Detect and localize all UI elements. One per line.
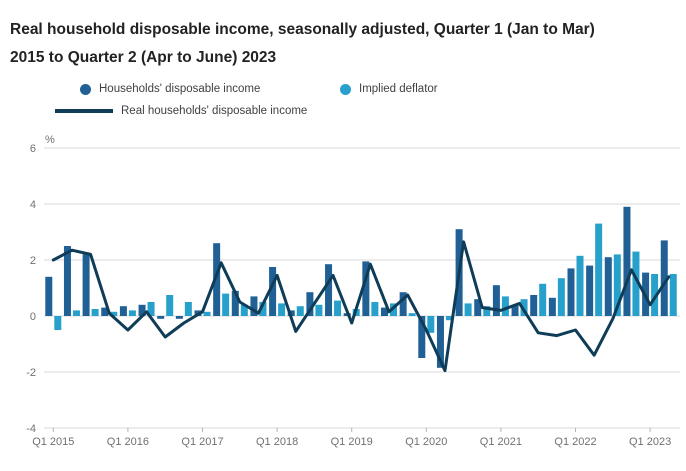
implied-deflator-swatch-icon — [340, 83, 351, 95]
bar-implied-deflator-Q4-2019 — [408, 313, 416, 316]
legend-label: Implied deflator — [359, 83, 438, 95]
bar-households-disposable-income-Q3-2015 — [82, 254, 90, 316]
bar-implied-deflator-Q2-2019 — [371, 302, 379, 316]
y-axis-tick-label: 6 — [30, 143, 36, 155]
legend-item-households-disposable-income: Households' disposable income — [80, 83, 260, 95]
bar-implied-deflator-Q3-2016 — [166, 295, 174, 316]
bar-households-disposable-income-Q2-2023 — [660, 240, 668, 316]
bar-implied-deflator-Q2-2015 — [72, 310, 80, 316]
bar-implied-deflator-Q3-2015 — [91, 309, 99, 316]
households-disposable-income-swatch-icon — [80, 83, 91, 95]
bar-households-disposable-income-Q3-2018 — [306, 292, 314, 316]
bar-households-disposable-income-Q1-2022 — [567, 268, 575, 316]
bar-implied-deflator-Q4-2016 — [184, 302, 192, 316]
x-axis-tick-label: Q1 2022 — [554, 436, 596, 448]
bar-implied-deflator-Q1-2021 — [501, 296, 509, 316]
bar-households-disposable-income-Q1-2021 — [492, 285, 500, 316]
bar-households-disposable-income-Q3-2019 — [381, 307, 388, 316]
bar-implied-deflator-Q2-2022 — [595, 223, 603, 316]
legend-label: Real households' disposable income — [121, 105, 308, 117]
bar-households-disposable-income-Q2-2022 — [586, 265, 594, 316]
bar-implied-deflator-Q2-2021 — [520, 299, 528, 316]
bar-households-disposable-income-Q3-2022 — [604, 257, 612, 316]
bar-implied-deflator-Q1-2018 — [278, 303, 286, 316]
bar-implied-deflator-Q4-2021 — [557, 278, 565, 316]
bar-households-disposable-income-Q1-2020 — [418, 316, 426, 358]
y-axis-tick-label: 4 — [30, 199, 36, 211]
bar-households-disposable-income-Q1-2018 — [269, 267, 277, 316]
y-axis-tick-label: 2 — [30, 255, 36, 267]
bar-households-disposable-income-Q4-2021 — [548, 297, 556, 316]
x-axis-tick-label: Q1 2020 — [405, 436, 447, 448]
x-axis-tick-label: Q1 2021 — [480, 436, 522, 448]
bar-households-disposable-income-Q4-2017 — [250, 296, 258, 316]
bar-households-disposable-income-Q2-2015 — [63, 246, 71, 316]
bar-implied-deflator-Q1-2016 — [128, 310, 136, 316]
bar-implied-deflator-Q1-2017 — [203, 311, 211, 316]
chart-title: Real household disposable income, season… — [10, 21, 595, 67]
bar-implied-deflator-Q2-2017 — [222, 293, 230, 316]
bar-households-disposable-income-Q4-2015 — [101, 307, 109, 316]
bar-households-disposable-income-Q3-2017 — [231, 290, 239, 316]
bar-implied-deflator-Q4-2022 — [632, 251, 640, 316]
bar-implied-deflator-Q4-2015 — [110, 311, 118, 316]
chart-legend: Households' disposable income Implied de… — [0, 80, 686, 126]
line-real-households-disposable-income — [51, 240, 671, 373]
bar-implied-deflator-Q1-2022 — [576, 255, 584, 316]
bar-implied-deflator-Q2-2016 — [147, 302, 155, 316]
x-axis-tick-label: Q1 2015 — [32, 436, 74, 448]
bar-households-disposable-income-Q2-2019 — [362, 261, 370, 316]
bar-implied-deflator-Q2-2020 — [445, 316, 453, 321]
bar-implied-deflator-Q3-2020 — [464, 303, 472, 316]
x-axis-tick-label: Q1 2017 — [181, 436, 223, 448]
y-axis-tick-label: -2 — [26, 367, 36, 379]
bar-implied-deflator-Q4-2018 — [334, 300, 342, 316]
x-axis-tick-label: Q1 2019 — [331, 436, 373, 448]
bar-implied-deflator-Q3-2022 — [613, 254, 621, 316]
bar-implied-deflator-Q1-2023 — [651, 274, 659, 316]
y-axis-tick-label: -4 — [26, 423, 36, 435]
bar-households-disposable-income-Q4-2018 — [325, 264, 333, 316]
bar-households-disposable-income-Q2-2016 — [138, 304, 146, 316]
bar-implied-deflator-Q2-2023 — [669, 274, 677, 316]
bar-households-disposable-income-Q3-2021 — [530, 295, 538, 316]
bar-households-disposable-income-Q2-2021 — [511, 304, 519, 316]
x-axis-tick-label: Q1 2016 — [107, 436, 149, 448]
bar-implied-deflator-Q1-2020 — [427, 316, 435, 333]
bar-households-disposable-income-Q3-2016 — [157, 316, 165, 319]
bar-implied-deflator-Q4-2020 — [483, 306, 491, 316]
real-households-disposable-income-swatch-icon — [55, 109, 113, 113]
legend-item-implied-deflator: Implied deflator — [340, 83, 438, 95]
x-axis-tick-label: Q1 2023 — [629, 436, 671, 448]
bar-households-disposable-income-Q4-2019 — [399, 292, 407, 316]
y-axis-tick-label: 0 — [30, 311, 36, 323]
bar-households-disposable-income-Q4-2020 — [474, 299, 482, 316]
legend-label: Households' disposable income — [99, 83, 261, 95]
bar-households-disposable-income-Q1-2015 — [45, 276, 53, 316]
bar-households-disposable-income-Q1-2016 — [119, 306, 127, 316]
bar-households-disposable-income-Q2-2020 — [436, 316, 444, 368]
bar-implied-deflator-Q3-2021 — [539, 283, 547, 316]
bar-households-disposable-income-Q2-2017 — [213, 243, 221, 316]
bar-households-disposable-income-Q4-2016 — [175, 316, 183, 319]
bar-implied-deflator-Q1-2015 — [54, 316, 62, 330]
bar-implied-deflator-Q3-2018 — [315, 304, 323, 316]
bar-households-disposable-income-Q4-2022 — [623, 206, 631, 316]
y-axis-unit-label: % — [45, 134, 55, 146]
bar-implied-deflator-Q2-2018 — [296, 306, 304, 316]
bar-implied-deflator-Q4-2017 — [259, 302, 267, 316]
x-axis-tick-label: Q1 2018 — [256, 436, 298, 448]
bar-implied-deflator-Q3-2017 — [240, 304, 248, 316]
legend-item-real-households-disposable-income: Real households' disposable income — [55, 105, 307, 117]
